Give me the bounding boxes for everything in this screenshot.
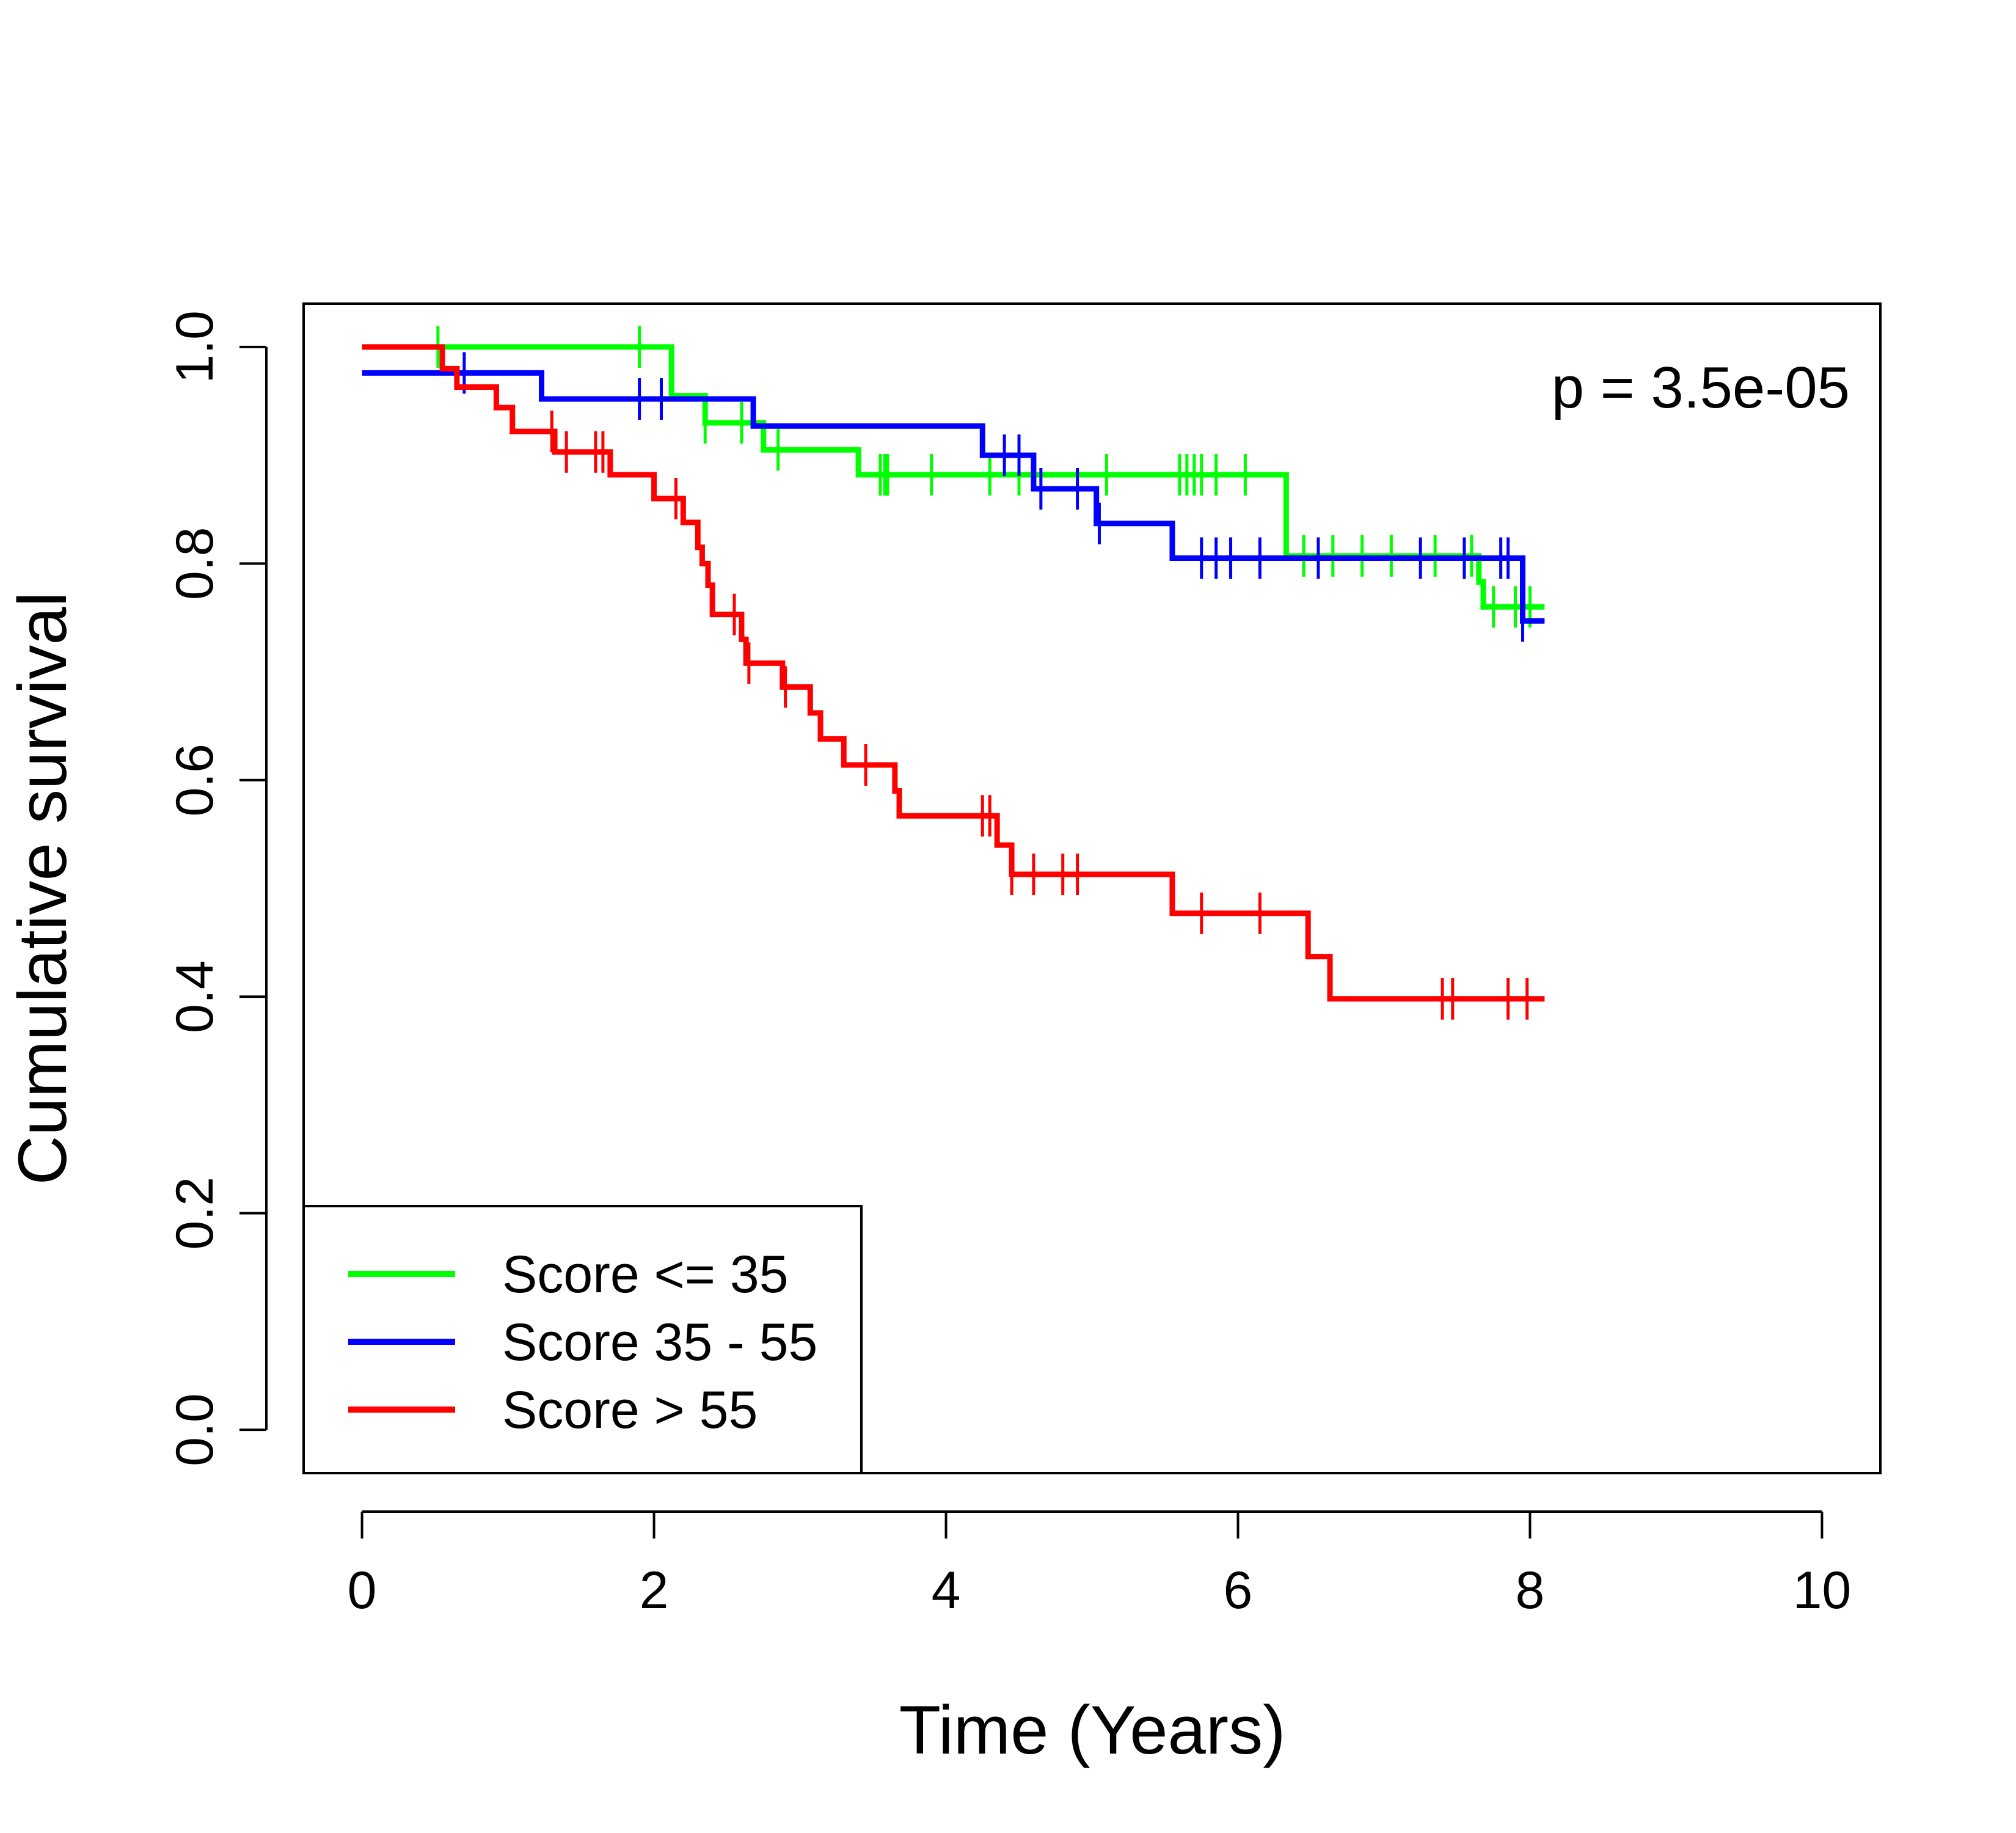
y-tick-label: 0.2 — [166, 1177, 224, 1250]
legend-label: Score 35 - 55 — [502, 1313, 817, 1372]
legend-label: Score > 55 — [502, 1381, 758, 1440]
legend-label: Score <= 35 — [502, 1245, 789, 1304]
legend: Score <= 35 Score 35 - 55 Score > 55 — [302, 1205, 863, 1474]
survival-curve — [362, 344, 1545, 1002]
x-tick-label: 0 — [348, 1561, 377, 1620]
x-tick-label: 10 — [1793, 1561, 1852, 1620]
series-1 — [362, 352, 1545, 642]
y-tick-label: 1.0 — [166, 310, 224, 384]
y-axis-title: Cumulative survival — [4, 592, 81, 1185]
x-axis: 0 2 4 6 8 10 — [348, 1510, 1852, 1620]
series-2 — [362, 344, 1545, 1020]
x-tick-label: 6 — [1224, 1561, 1253, 1620]
y-tick-label: 0.6 — [166, 744, 224, 817]
x-tick-label: 8 — [1516, 1561, 1545, 1620]
p-value-annotation: p = 3.5e-05 — [1552, 355, 1850, 420]
y-axis: 0.0 0.2 0.4 0.6 0.8 1.0 — [166, 310, 268, 1466]
plot-frame — [302, 302, 1882, 1474]
survival-curve — [362, 344, 1545, 610]
x-tick-label: 4 — [932, 1561, 961, 1620]
y-tick-label: 0.0 — [166, 1393, 224, 1466]
x-tick-label: 2 — [640, 1561, 669, 1620]
survival-curve — [362, 370, 1545, 624]
y-tick-label: 0.4 — [166, 960, 224, 1033]
y-tick-label: 0.8 — [166, 527, 224, 601]
plot-series — [362, 326, 1545, 1020]
x-axis-title: Time (Years) — [899, 1692, 1286, 1768]
